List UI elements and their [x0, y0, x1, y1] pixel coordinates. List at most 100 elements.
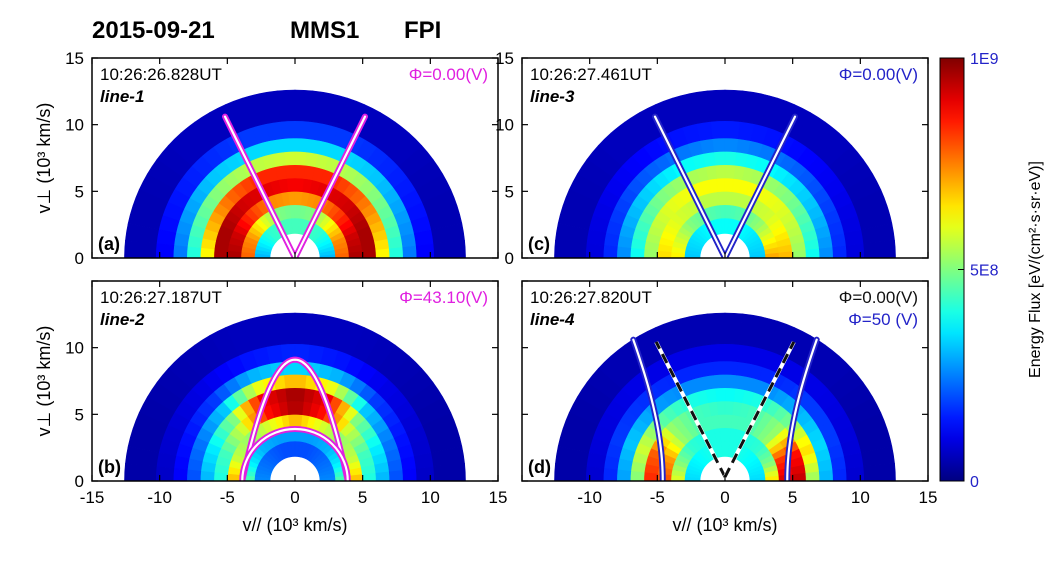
- heatmap-cell: [657, 250, 672, 258]
- header-date: 2015-09-21: [92, 17, 215, 44]
- heatmap-cell: [629, 470, 645, 481]
- heatmap-cell: [724, 137, 739, 153]
- y-axis-label: v⊥ (10³ km/s): [34, 103, 54, 214]
- heatmap-cell: [724, 89, 744, 122]
- heatmap-cell: [724, 374, 737, 389]
- panel-c: 0 5 10 15 10:26:27.461UT line-3 Φ=0.00(V) (c): [495, 49, 929, 268]
- heatmap-cell: [294, 374, 307, 389]
- heatmap-cell: [724, 400, 734, 416]
- heatmap-cell: [124, 463, 157, 481]
- heatmap-cell: [280, 120, 296, 139]
- overlay-center: [241, 358, 349, 481]
- panel-letter: (a): [98, 234, 120, 254]
- y-tick-label: 0: [75, 249, 84, 268]
- y-tick-label: 0: [75, 472, 84, 491]
- panel-time: 10:26:26.828UT: [100, 65, 222, 84]
- y-axis-label: v⊥ (10³ km/s): [34, 326, 54, 437]
- heatmap-cell: [724, 387, 736, 402]
- heatmap-cell: [602, 468, 618, 481]
- heatmap-cell: [832, 468, 848, 481]
- header-instrument: FPI: [404, 17, 441, 44]
- x-tick-label: -10: [577, 488, 602, 507]
- heatmap-cell: [283, 374, 296, 389]
- heatmap-cell: [388, 246, 404, 258]
- heatmap-cell: [186, 246, 202, 258]
- heatmap-cell: [602, 245, 618, 258]
- x-tick-label: 5: [788, 488, 797, 507]
- panel-plot-area: [124, 312, 466, 481]
- heatmap-cell: [710, 343, 726, 362]
- heatmap-cell: [711, 360, 726, 376]
- heatmap-cell: [724, 360, 739, 376]
- y-tick-label: 15: [495, 49, 514, 68]
- panel-plot-area: [554, 89, 896, 258]
- heatmap-cell: [724, 151, 737, 166]
- heatmap-cell: [818, 469, 834, 481]
- heatmap-cell: [294, 151, 307, 166]
- heatmap-cell: [585, 466, 605, 481]
- heatmap-cell: [402, 468, 418, 481]
- panel-plot-area: [554, 312, 896, 481]
- cone-line-dashed: [723, 341, 796, 478]
- heatmap-cell: [172, 468, 188, 481]
- heatmap-cell: [402, 245, 418, 258]
- heatmap-cell: [845, 243, 865, 258]
- heatmap-cell: [294, 137, 309, 153]
- heatmap-cell: [199, 470, 215, 481]
- heatmap-cell: [294, 177, 304, 193]
- heatmap-cell: [724, 191, 733, 206]
- heatmap-cell: [735, 361, 751, 378]
- heatmap-cell: [227, 250, 242, 258]
- x-tick-label: 5: [358, 488, 367, 507]
- heatmap-cell: [845, 466, 865, 481]
- y-tick-label: 15: [65, 49, 84, 68]
- colorbar-tick-label: 5E8: [970, 263, 999, 280]
- heatmap-cell: [713, 374, 726, 389]
- heatmap-cell: [155, 243, 175, 258]
- colorbar-label: Energy Flux [eV/(cm²·s·sr·eV)]: [1027, 161, 1044, 378]
- heatmap-cell: [629, 247, 645, 258]
- heatmap-cell: [294, 89, 314, 122]
- heatmap-cell: [283, 151, 296, 166]
- heatmap-cell: [294, 164, 306, 179]
- y-tick-label: 5: [75, 182, 84, 201]
- panel-time: 10:26:27.187UT: [100, 288, 222, 307]
- heatmap-cell: [415, 466, 435, 481]
- panel-a: 0 5 10 15 v⊥ (10³ km/s) 10:26:26.828UT line-1 Φ…: [34, 49, 499, 268]
- panel-time: 10:26:27.820UT: [530, 288, 652, 307]
- x-tick-label: -10: [147, 488, 172, 507]
- overlay-center: [241, 427, 349, 481]
- x-tick-label: -15: [80, 488, 105, 507]
- panel-potential: Φ=0.00(V): [839, 65, 918, 84]
- panel-d: -10 -5 0 5 10 15 v// (10³ km/s) 10:26:27.820UT l…: [521, 280, 937, 535]
- heatmap-cell: [724, 414, 733, 429]
- colorbar-tick-label: 0: [970, 474, 979, 491]
- heatmap-cell: [294, 120, 310, 139]
- panel-line-label: line-1: [100, 87, 144, 106]
- panel-plot-area: [124, 89, 466, 258]
- x-tick-label: -5: [650, 488, 665, 507]
- overlay-center: [223, 115, 367, 258]
- heatmap-cell: [294, 191, 303, 206]
- panel-potential: Φ=43.10(V): [399, 288, 488, 307]
- heatmap-cell: [415, 243, 435, 258]
- heatmap-cell: [155, 466, 175, 481]
- panel-potential: Φ=0.00(V): [409, 65, 488, 84]
- heatmap-cell: [724, 177, 734, 193]
- heatmap-cell: [294, 400, 304, 416]
- heatmap-cell: [724, 164, 736, 179]
- heatmap-cell: [710, 120, 726, 139]
- y-tick-label: 10: [65, 116, 84, 135]
- overlay-center: [632, 338, 664, 481]
- heatmap-cell: [603, 455, 620, 471]
- overlay-center: [786, 338, 818, 481]
- heatmap-cell: [616, 246, 632, 258]
- heatmap-cell: [643, 472, 659, 481]
- heatmap-cell: [603, 232, 620, 248]
- heatmap-cell: [724, 120, 740, 139]
- heatmap-cell: [713, 151, 726, 166]
- cone-line-dashed: [654, 341, 727, 478]
- center-gap: [270, 456, 320, 481]
- heatmap-cell: [172, 245, 188, 258]
